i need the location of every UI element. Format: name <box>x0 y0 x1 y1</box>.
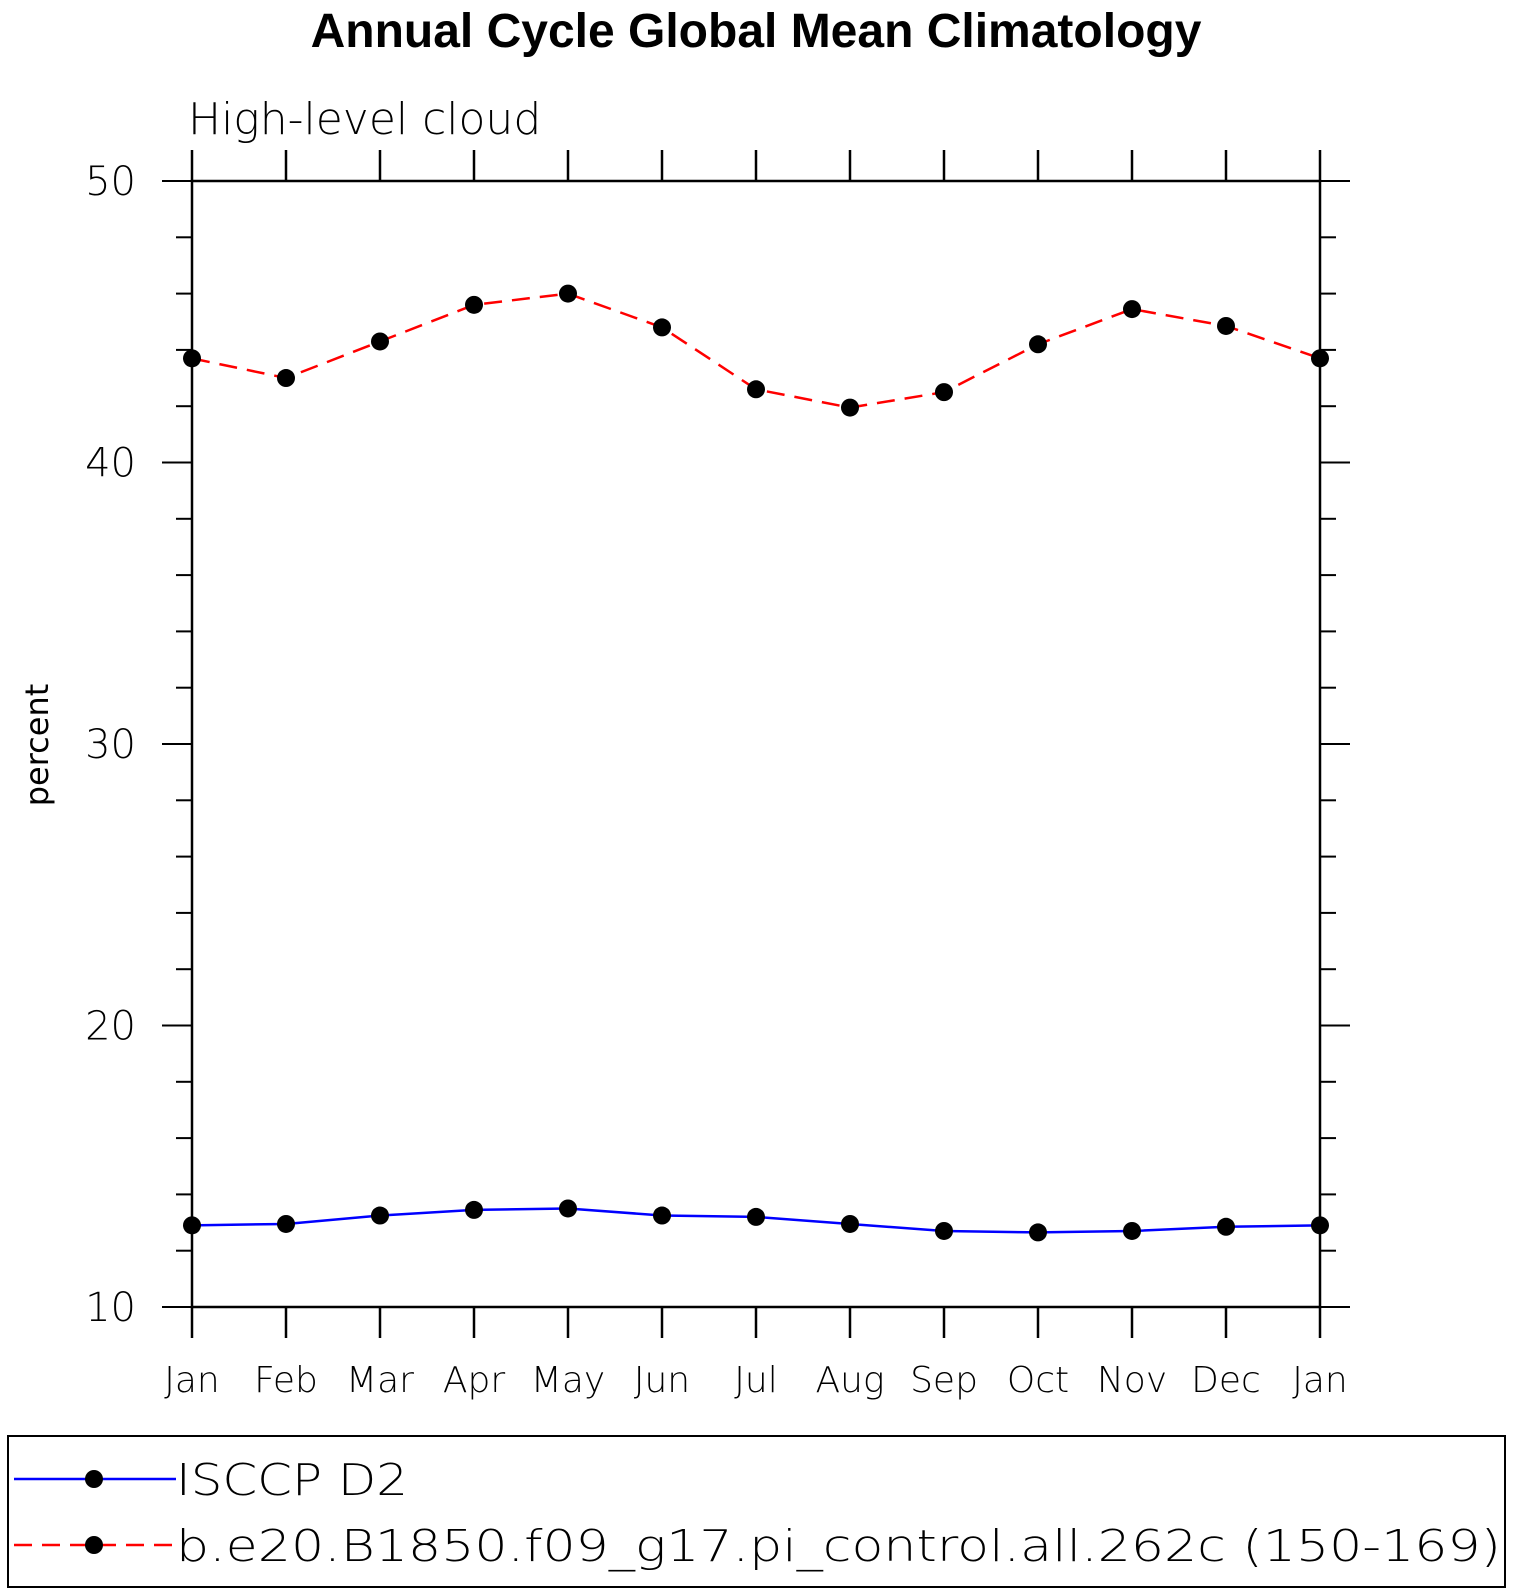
x-tick-label: Jun <box>634 1360 690 1401</box>
legend-label: b.e20.B1850.f09_g17.pi_control.all.262c … <box>176 1521 1501 1572</box>
x-tick-label: Mar <box>346 1360 414 1401</box>
x-tick-label: May <box>531 1360 605 1401</box>
data-point <box>747 1207 765 1226</box>
data-point <box>1029 1223 1047 1242</box>
data-point <box>183 1216 201 1235</box>
data-point <box>277 369 295 388</box>
data-point <box>1311 1216 1329 1235</box>
y-tick-label: 40 <box>85 441 136 487</box>
data-point <box>841 398 859 417</box>
data-point <box>559 284 577 303</box>
x-tick-label: Sep <box>910 1360 978 1401</box>
data-point <box>653 1206 671 1225</box>
x-tick-label: Aug <box>815 1360 884 1401</box>
y-tick-label: 10 <box>85 1285 136 1331</box>
legend-label: ISCCP D2 <box>176 1455 408 1506</box>
data-point <box>1217 1217 1235 1236</box>
x-tick-label: Oct <box>1007 1360 1069 1401</box>
x-tick-label: Jan <box>1292 1360 1348 1401</box>
data-point <box>559 1199 577 1218</box>
y-axis-label: percent <box>18 684 56 807</box>
series-layer <box>183 284 1329 1242</box>
data-point <box>935 383 953 402</box>
data-point <box>1217 316 1235 335</box>
data-point <box>1311 349 1329 368</box>
data-point <box>183 349 201 368</box>
data-point <box>653 318 671 337</box>
x-tick-label: Jul <box>734 1360 777 1401</box>
data-point <box>1029 335 1047 354</box>
data-point <box>465 295 483 314</box>
y-tick-label: 30 <box>85 722 136 768</box>
plot-axes: Jan Feb Mar Apr May Jun Jul Aug Sep Oct Nov Dec Jan 1… <box>85 150 1350 1401</box>
data-point <box>465 1200 483 1219</box>
x-tick-label: Dec <box>1191 1360 1261 1401</box>
series-2 <box>183 284 1329 417</box>
series-1 <box>183 1199 1329 1242</box>
data-point <box>1123 300 1141 319</box>
x-tick-label: Apr <box>443 1360 505 1401</box>
data-point <box>935 1221 953 1240</box>
legend-marker <box>85 1470 103 1488</box>
chart-subtitle: High-level cloud <box>188 94 541 145</box>
x-tick-label: Jan <box>164 1360 220 1401</box>
y-tick-label: 50 <box>85 159 136 205</box>
legend-box <box>7 1435 1506 1588</box>
legend-marker <box>85 1536 103 1554</box>
data-point <box>277 1214 295 1233</box>
data-point <box>747 380 765 399</box>
data-point <box>371 1206 389 1225</box>
data-point <box>1123 1221 1141 1240</box>
x-tick-label: Feb <box>254 1360 318 1401</box>
y-tick-label: 20 <box>85 1004 136 1050</box>
legend: ISCCP D2 b.e20.B1850.f09_g17.pi_control.a… <box>14 1455 1501 1572</box>
chart-title: Annual Cycle Global Mean Climatology <box>311 5 1202 58</box>
data-point <box>841 1214 859 1233</box>
data-point <box>371 332 389 351</box>
x-tick-label: Nov <box>1097 1360 1167 1401</box>
